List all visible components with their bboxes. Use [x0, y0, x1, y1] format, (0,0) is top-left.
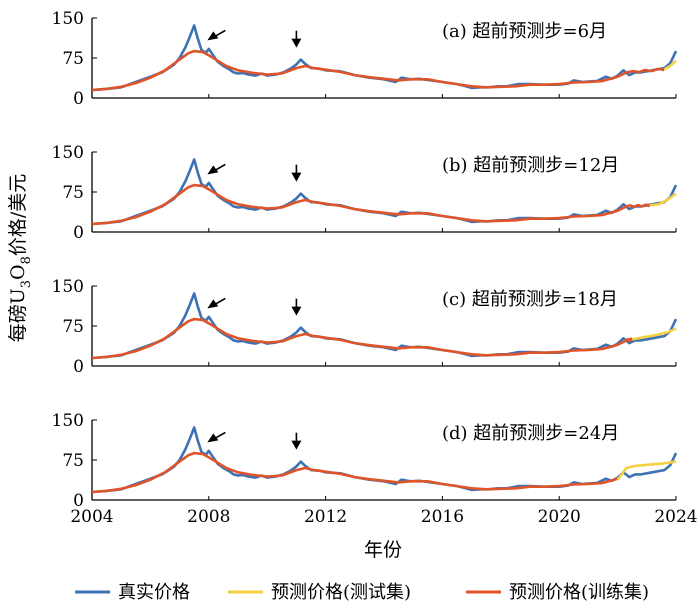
- panel-label: (b) 超前预测步=12月: [442, 155, 619, 176]
- y-tick-label: 150: [52, 411, 84, 431]
- y-tick-label: 75: [62, 49, 84, 69]
- series-train-pred: [91, 317, 634, 360]
- y-tick-label: 75: [62, 451, 84, 471]
- x-tick-label: 2020: [538, 507, 581, 527]
- annotation-arrow-head: [207, 31, 219, 41]
- series-test-pred: [616, 460, 677, 481]
- series-test-pred: [663, 59, 677, 71]
- y-tick-label: 0: [73, 491, 84, 511]
- y-tick-label: 75: [62, 183, 84, 203]
- legend: 真实价格 预测价格(测试集) 预测价格(训练集): [75, 582, 649, 603]
- series-train-pred: [91, 451, 618, 494]
- annotation-arrow-head: [291, 440, 302, 450]
- legend-label-train: 预测价格(训练集): [509, 582, 649, 603]
- panel-label: (a) 超前预测步=6月: [442, 21, 607, 42]
- panel-2: 0 75 150 (c) 超前预测步=18月: [52, 277, 678, 377]
- x-tick-label: 2012: [304, 507, 347, 527]
- y-tick-label: 0: [73, 223, 84, 243]
- annotation-arrow-head: [207, 165, 219, 175]
- annotation-arrow-head: [207, 299, 219, 309]
- legend-label-true: 真实价格: [118, 582, 190, 603]
- x-tick-label: 2024: [654, 507, 697, 527]
- panel-label: (d) 超前预测步=24月: [442, 423, 619, 444]
- panel-3: 0 75 150 2004 2008 2012 2016 2020 2024 (d) 超前预测步=…: [52, 411, 698, 527]
- panel-label: (c) 超前预测步=18月: [442, 289, 618, 310]
- annotation-arrow-head: [291, 38, 302, 48]
- y-tick-label: 75: [62, 317, 84, 337]
- x-axis-title: 年份: [364, 539, 402, 561]
- series-test-pred: [631, 327, 677, 341]
- panels: 0 75 150 (a) 超前预测步=6月 0 75 150 (b) 超前预测步=12月 0 75…: [52, 9, 698, 527]
- y-tick-label: 0: [73, 89, 84, 109]
- x-tick-label: 2008: [187, 507, 230, 527]
- x-tick-label: 2004: [70, 507, 113, 527]
- y-tick-label: 0: [73, 357, 84, 377]
- y-tick-label: 150: [52, 277, 84, 297]
- annotation-arrow-head: [291, 172, 302, 182]
- series-train-pred: [91, 183, 651, 226]
- series-train-pred: [91, 49, 665, 92]
- annotation-arrow-head: [291, 306, 302, 316]
- x-tick-label: 2016: [421, 507, 464, 527]
- legend-label-test: 预测价格(测试集): [271, 582, 411, 603]
- y-tick-label: 150: [52, 143, 84, 163]
- y-tick-label: 150: [52, 9, 84, 29]
- annotation-arrow-head: [207, 433, 219, 443]
- panel-1: 0 75 150 (b) 超前预测步=12月: [52, 143, 678, 243]
- panel-0: 0 75 150 (a) 超前预测步=6月: [52, 9, 678, 109]
- series-test-pred: [649, 192, 677, 207]
- y-axis-title: 每磅U3O8价格/美元: [7, 174, 34, 343]
